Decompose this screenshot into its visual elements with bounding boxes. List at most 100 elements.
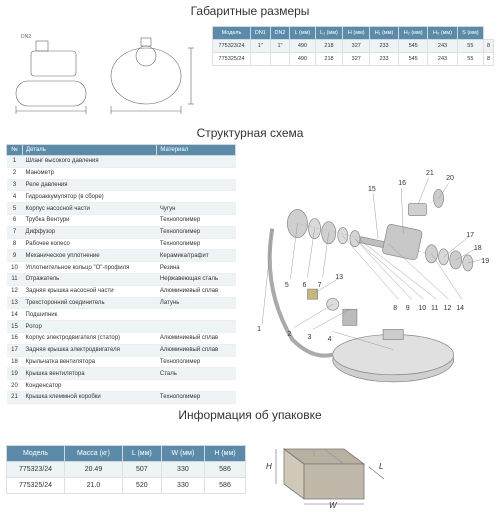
dims-col-5: H (мм) bbox=[343, 27, 370, 40]
parts-cell: 1 bbox=[7, 156, 23, 168]
pack-cell: 775323/24 bbox=[7, 461, 65, 477]
pack-cell: 330 bbox=[161, 461, 204, 477]
pack-col-3: W (мм) bbox=[161, 445, 204, 461]
dims-cell: 490 bbox=[290, 53, 315, 66]
dims-cell: 545 bbox=[399, 40, 428, 53]
parts-cell: Латунь bbox=[157, 297, 236, 309]
dims-col-9: S (мм) bbox=[457, 27, 483, 40]
parts-cell: Конденсатор bbox=[23, 380, 157, 392]
parts-row: 19Крышка вентилятораСталь bbox=[7, 368, 236, 380]
pack-col-1: Масса (кг) bbox=[65, 445, 123, 461]
parts-cell: 3 bbox=[7, 179, 23, 191]
dims-cell: 218 bbox=[315, 53, 343, 66]
dims-cell: 55 bbox=[457, 40, 483, 53]
parts-cell: Технополимер bbox=[157, 391, 236, 403]
parts-cell: Гидроаккумулятор (в сборе) bbox=[23, 191, 157, 203]
callout-2: 2 bbox=[287, 331, 291, 338]
parts-cell: 20 bbox=[7, 380, 23, 392]
parts-col-0: № bbox=[7, 145, 23, 156]
pack-cell: 586 bbox=[205, 461, 246, 477]
dims-cell: 55 bbox=[457, 53, 483, 66]
parts-cell: Механическое уплотнение bbox=[23, 250, 157, 262]
callout-4: 4 bbox=[328, 336, 332, 343]
pack-col-2: L (мм) bbox=[122, 445, 161, 461]
dims-cell: 545 bbox=[399, 53, 428, 66]
parts-cell: 2 bbox=[7, 167, 23, 179]
parts-cell: 19 bbox=[7, 368, 23, 380]
parts-cell: 7 bbox=[7, 226, 23, 238]
parts-row: 17Задняя крышка электродвигателяАлюминие… bbox=[7, 344, 236, 356]
box-l-label: L bbox=[379, 462, 383, 471]
parts-row: 2Манометр bbox=[7, 167, 236, 179]
parts-cell bbox=[157, 167, 236, 179]
struct-title: Структурная схема bbox=[0, 126, 500, 140]
callout-10: 10 bbox=[418, 305, 426, 312]
dims-cell: 233 bbox=[370, 53, 399, 66]
pack-cell: 21.0 bbox=[65, 477, 123, 493]
parts-row: 11ОтражательНержавеющая сталь bbox=[7, 273, 236, 285]
parts-row: 8Рабочее колесоТехнополимер bbox=[7, 238, 236, 250]
pack-cell: 775325/24 bbox=[7, 477, 65, 493]
callout-15: 15 bbox=[368, 186, 376, 193]
parts-cell: 4 bbox=[7, 191, 23, 203]
callout-7: 7 bbox=[318, 282, 322, 289]
parts-row: 6Трубка ВентуриТехнополимер bbox=[7, 214, 236, 226]
callout-11: 11 bbox=[431, 305, 438, 312]
dims-col-2: DN2 bbox=[270, 27, 290, 40]
parts-cell bbox=[157, 309, 236, 321]
parts-cell: 8 bbox=[7, 238, 23, 250]
pack-cell: 20.49 bbox=[65, 461, 123, 477]
parts-cell: Крыльчатка вентилятора bbox=[23, 356, 157, 368]
dims-cell: 327 bbox=[343, 40, 370, 53]
dims-col-1: DN1 bbox=[251, 27, 271, 40]
dims-table: МодельDN1DN2L (мм)L₁ (мм)H (мм)H₁ (мм)H₂… bbox=[212, 26, 494, 66]
top-section: DN2 МодельDN1DN2L (мм)L₁ (мм)H (мм)H₁ (м… bbox=[0, 22, 500, 122]
dims-cell: 775325/24 bbox=[213, 53, 251, 66]
technical-drawing: DN2 bbox=[6, 26, 206, 116]
exploded-view: 1 2 3 4 5 6 7 8 9 10 11 12 13 14 15 16 1… bbox=[242, 144, 494, 404]
pack-cell: 520 bbox=[122, 477, 161, 493]
dims-col-6: H₁ (мм) bbox=[370, 27, 399, 40]
parts-cell: Манометр bbox=[23, 167, 157, 179]
dims-cell: 243 bbox=[428, 53, 457, 66]
callout-1: 1 bbox=[257, 326, 261, 333]
parts-cell: Технополимер bbox=[157, 214, 236, 226]
parts-cell: Уплотнительное кольцо "О"-профиля bbox=[23, 262, 157, 274]
callout-19: 19 bbox=[481, 258, 489, 265]
dims-row: 775323/241"1"490218327233545243558 bbox=[213, 40, 494, 53]
parts-cell: Трубка Вентури bbox=[23, 214, 157, 226]
parts-row: 16Корпус электродвигателя (статор)Алюмин… bbox=[7, 332, 236, 344]
parts-row: 12Задняя крышка насосной частиАлюминиевы… bbox=[7, 285, 236, 297]
parts-cell: Нержавеющая сталь bbox=[157, 273, 236, 285]
box-w-label: W bbox=[329, 501, 338, 509]
parts-row: 4Гидроаккумулятор (в сборе) bbox=[7, 191, 236, 203]
dims-cell: 243 bbox=[428, 40, 457, 53]
mid-section: №ДетальМатериал 1Шланг высокого давления… bbox=[0, 144, 500, 404]
parts-row: 15Ротор bbox=[7, 321, 236, 333]
parts-cell: Подшипник bbox=[23, 309, 157, 321]
parts-cell: Трехсторонний соединитель bbox=[23, 297, 157, 309]
parts-cell: Шланг высокого давления bbox=[23, 156, 157, 168]
parts-row: 9Механическое уплотнениеКерамика/графит bbox=[7, 250, 236, 262]
dims-col-4: L₁ (мм) bbox=[315, 27, 343, 40]
pack-row: 775325/2421.0520330586 bbox=[7, 477, 246, 493]
parts-cell: Рабочее колесо bbox=[23, 238, 157, 250]
callout-18: 18 bbox=[474, 245, 482, 252]
parts-cell: Задняя крышка электродвигателя bbox=[23, 344, 157, 356]
parts-cell: Алюминиевый сплав bbox=[157, 332, 236, 344]
parts-cell bbox=[157, 380, 236, 392]
dims-col-0: Модель bbox=[213, 27, 251, 40]
callout-8: 8 bbox=[393, 305, 397, 312]
callout-21: 21 bbox=[426, 170, 434, 177]
parts-row: 13Трехсторонний соединительЛатунь bbox=[7, 297, 236, 309]
parts-row: 10Уплотнительное кольцо "О"-профиляРезин… bbox=[7, 262, 236, 274]
callout-5: 5 bbox=[285, 282, 289, 289]
box-drawing: H W L bbox=[254, 429, 394, 509]
dims-title: Габаритные размеры bbox=[0, 4, 500, 18]
dims-col-3: L (мм) bbox=[290, 27, 315, 40]
parts-col-1: Деталь bbox=[23, 145, 157, 156]
parts-cell: Резина bbox=[157, 262, 236, 274]
callout-12: 12 bbox=[444, 305, 452, 312]
callout-16: 16 bbox=[398, 180, 406, 187]
callout-6: 6 bbox=[302, 282, 306, 289]
